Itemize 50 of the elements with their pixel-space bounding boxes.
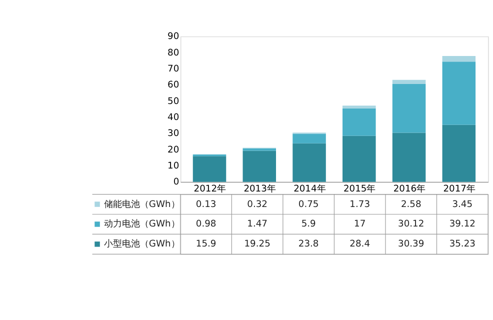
x-tick-label: 2017年 xyxy=(443,183,476,194)
bar xyxy=(292,143,326,182)
x-tick-label: 2013年 xyxy=(244,183,276,194)
bar xyxy=(342,108,376,136)
bar xyxy=(442,124,476,182)
data-label: 3.45 xyxy=(452,200,473,210)
data-label: 30.12 xyxy=(398,220,424,230)
legend-label: 储能电池（GWh） xyxy=(104,198,180,210)
bar xyxy=(392,84,426,133)
y-tick-label: 90 xyxy=(168,32,180,42)
y-tick-label: 20 xyxy=(168,145,180,156)
y-tick-label: 0 xyxy=(173,178,180,188)
x-tick-label: 2012年 xyxy=(194,183,226,194)
y-tick-label: 30 xyxy=(168,129,180,140)
data-label: 2.58 xyxy=(400,200,422,210)
data-label: 30.39 xyxy=(398,240,424,250)
data-label: 19.25 xyxy=(244,240,271,250)
x-tick-label: 2015年 xyxy=(343,183,376,194)
y-tick-label: 40 xyxy=(168,113,180,124)
legend-label: 动力电池（GWh） xyxy=(104,218,180,230)
x-tick-label: 2016年 xyxy=(393,183,426,194)
y-tick-label: 50 xyxy=(168,96,180,107)
x-tick-label: 2014年 xyxy=(294,183,326,194)
y-tick-label: 70 xyxy=(168,64,180,75)
bar xyxy=(342,136,376,182)
bar xyxy=(342,106,376,108)
bar xyxy=(392,132,426,182)
data-label: 17 xyxy=(354,220,366,230)
data-label: 0.13 xyxy=(196,200,216,210)
legend-label: 小型电池（GWh） xyxy=(104,238,180,250)
y-tick-label: 80 xyxy=(168,48,180,58)
bar xyxy=(442,56,476,62)
data-label: 0.75 xyxy=(298,200,319,210)
data-label: 0.98 xyxy=(196,220,216,230)
y-tick-label: 60 xyxy=(168,80,180,91)
data-label: 0.32 xyxy=(247,200,268,210)
data-label: 1.73 xyxy=(350,200,370,210)
bar xyxy=(242,150,276,182)
bar xyxy=(192,156,226,182)
y-tick-label: 10 xyxy=(168,162,180,172)
bar xyxy=(392,80,426,84)
data-label: 15.9 xyxy=(196,240,216,250)
data-label: 1.47 xyxy=(247,220,268,230)
data-label: 28.4 xyxy=(350,240,370,250)
bar xyxy=(442,62,476,125)
bar xyxy=(292,134,326,144)
data-label: 5.9 xyxy=(301,220,316,230)
data-label: 23.8 xyxy=(298,240,319,250)
data-label: 35.23 xyxy=(449,240,476,250)
data-label: 39.12 xyxy=(449,220,476,230)
